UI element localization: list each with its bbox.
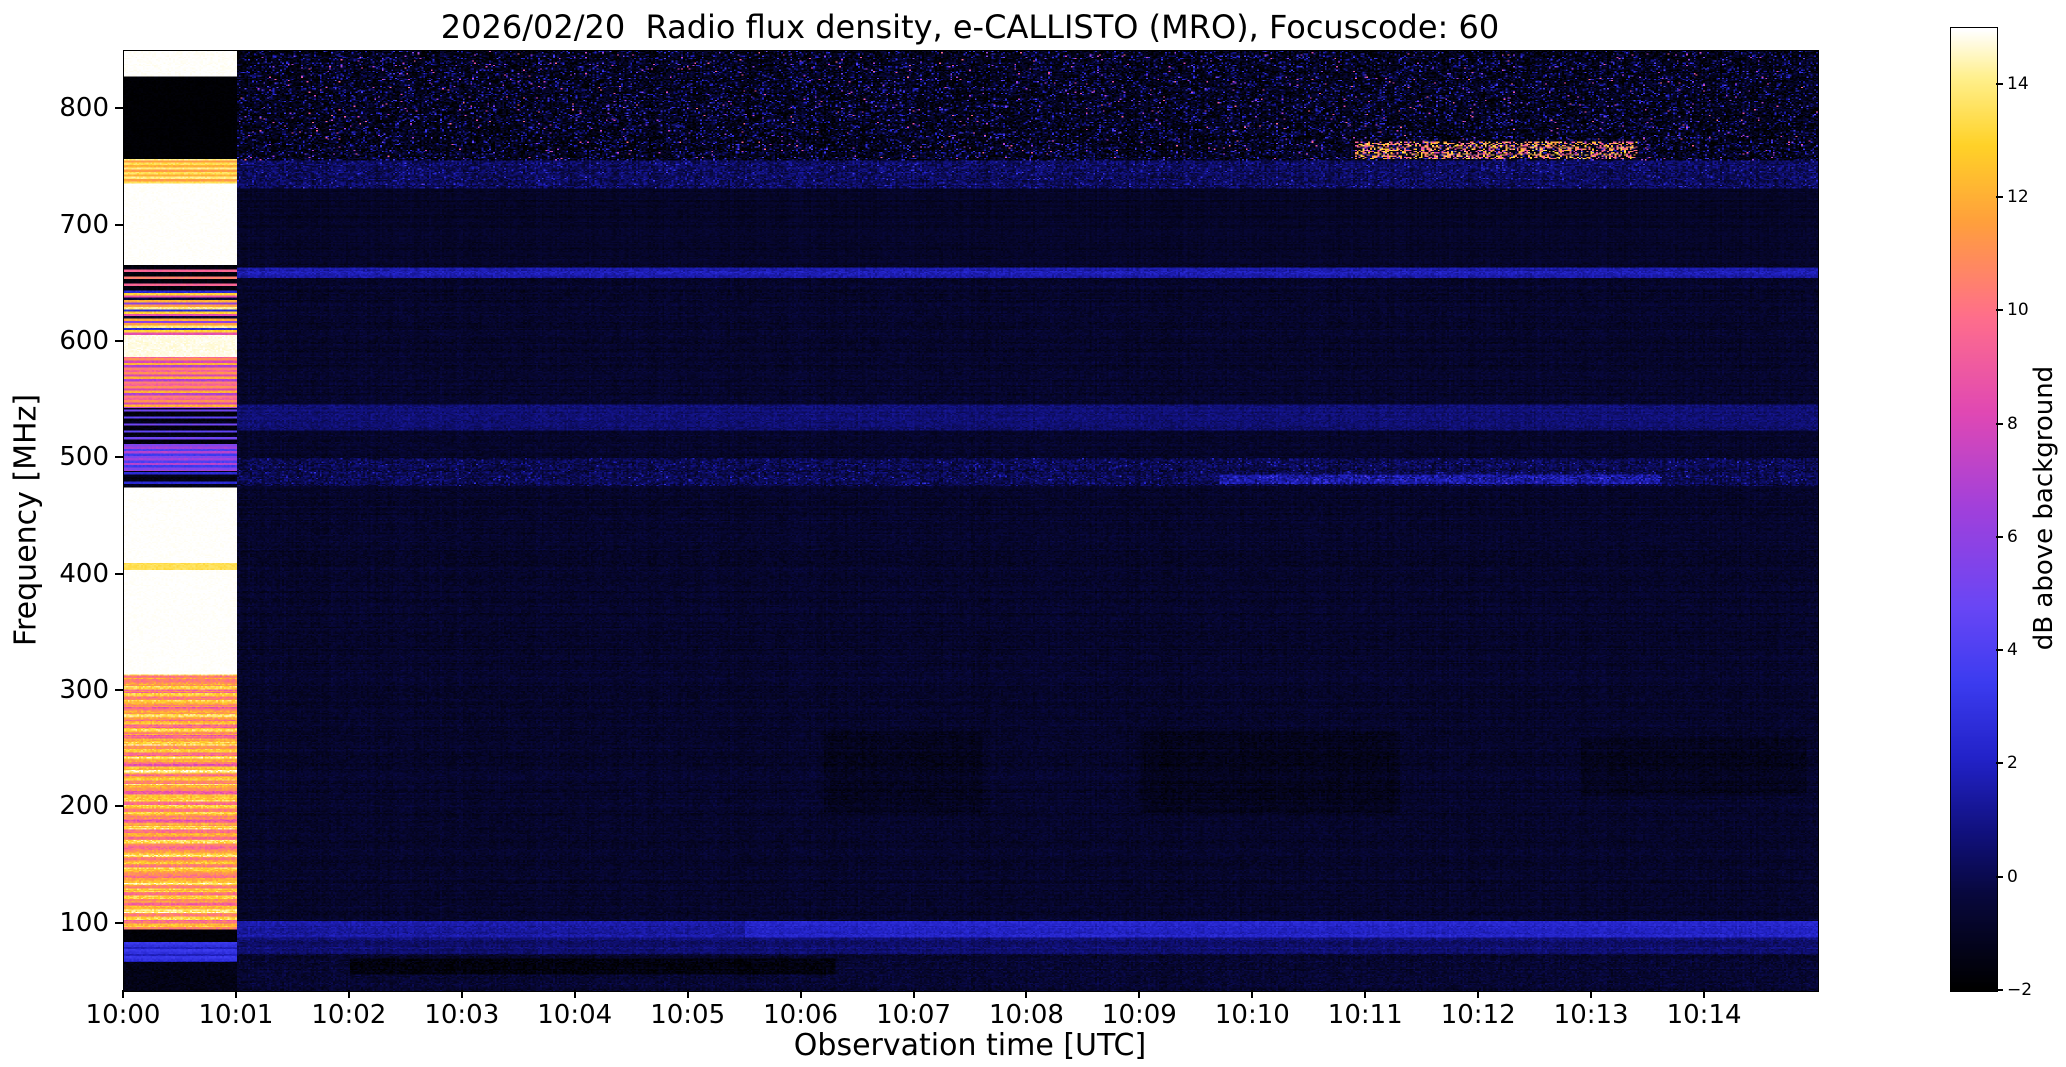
colorbar-tick-label: 0 bbox=[2007, 866, 2018, 887]
x-tick-label: 10:06 bbox=[763, 1000, 839, 1030]
x-tick-mark bbox=[912, 990, 915, 998]
x-tick-label: 10:05 bbox=[650, 1000, 726, 1030]
y-tick-mark bbox=[115, 339, 123, 342]
x-tick-mark bbox=[1703, 990, 1706, 998]
y-tick-label: 400 bbox=[59, 558, 109, 589]
x-tick-label: 10:12 bbox=[1440, 1000, 1516, 1030]
x-tick-mark bbox=[686, 990, 689, 998]
chart-title: 2026/02/20 Radio flux density, e-CALLIST… bbox=[440, 8, 1500, 46]
colorbar-tick-label: 10 bbox=[2007, 300, 2029, 321]
y-tick-mark bbox=[115, 223, 123, 226]
colorbar-tick-label: 2 bbox=[2007, 753, 2018, 774]
x-tick-mark bbox=[1590, 990, 1593, 998]
colorbar-tick-label: 8 bbox=[2007, 413, 2018, 434]
x-tick-mark bbox=[1364, 990, 1367, 998]
x-tick-mark bbox=[347, 990, 350, 998]
colorbar-tick-mark bbox=[1996, 82, 2003, 85]
colorbar-tick-mark bbox=[1996, 309, 2003, 312]
y-tick-mark bbox=[115, 456, 123, 459]
colorbar-tick-label: 6 bbox=[2007, 526, 2018, 547]
colorbar-canvas bbox=[1951, 28, 1997, 991]
x-tick-label: 10:14 bbox=[1666, 1000, 1742, 1030]
x-tick-label: 10:02 bbox=[311, 1000, 387, 1030]
x-tick-mark bbox=[122, 990, 124, 998]
y-tick-label: 800 bbox=[59, 93, 109, 124]
y-tick-label: 700 bbox=[59, 209, 109, 240]
x-tick-mark bbox=[460, 990, 463, 998]
x-tick-label: 10:01 bbox=[198, 1000, 274, 1030]
y-tick-mark bbox=[115, 921, 123, 924]
x-tick-label: 10:04 bbox=[537, 1000, 613, 1030]
colorbar-tick-mark bbox=[1996, 195, 2003, 198]
colorbar-tick-mark bbox=[1996, 535, 2003, 538]
x-tick-mark bbox=[1138, 990, 1141, 998]
y-tick-mark bbox=[115, 572, 123, 575]
x-tick-label: 10:11 bbox=[1327, 1000, 1403, 1030]
x-tick-mark bbox=[234, 990, 237, 998]
y-tick-label: 300 bbox=[59, 674, 109, 705]
y-tick-label: 100 bbox=[59, 907, 109, 938]
y-tick-mark bbox=[115, 107, 123, 110]
y-tick-label: 500 bbox=[59, 442, 109, 473]
plot-area bbox=[123, 50, 1819, 992]
x-tick-label: 10:08 bbox=[988, 1000, 1064, 1030]
y-tick-label: 600 bbox=[59, 325, 109, 356]
y-tick-mark bbox=[115, 805, 123, 808]
colorbar-tick-mark bbox=[1996, 422, 2003, 425]
x-tick-mark bbox=[573, 990, 576, 998]
colorbar-tick-mark bbox=[1996, 762, 2003, 765]
x-tick-label: 10:00 bbox=[85, 1000, 161, 1030]
colorbar-label: dB above background bbox=[2029, 365, 2059, 651]
x-tick-label: 10:13 bbox=[1553, 1000, 1629, 1030]
x-tick-label: 10:07 bbox=[876, 1000, 951, 1030]
y-axis-label: Frequency [MHz] bbox=[8, 393, 44, 647]
colorbar-tick-mark bbox=[1996, 649, 2003, 652]
x-tick-mark bbox=[1251, 990, 1254, 998]
colorbar-tick-label: 14 bbox=[2007, 73, 2029, 94]
colorbar-tick-label: −2 bbox=[2007, 980, 2033, 1000]
x-tick-mark bbox=[799, 990, 802, 998]
colorbar-tick-label: 12 bbox=[2007, 186, 2029, 207]
x-tick-label: 10:09 bbox=[1101, 1000, 1177, 1030]
x-axis-label: Observation time [UTC] bbox=[793, 1028, 1147, 1063]
x-tick-label: 10:10 bbox=[1214, 1000, 1290, 1030]
y-tick-mark bbox=[115, 688, 123, 691]
x-tick-mark bbox=[1477, 990, 1480, 998]
x-tick-mark bbox=[1025, 990, 1028, 998]
spectrogram-canvas bbox=[124, 51, 1818, 991]
x-tick-label: 10:03 bbox=[424, 1000, 500, 1030]
y-tick-label: 200 bbox=[59, 791, 109, 822]
colorbar-tick-mark bbox=[1996, 989, 2003, 991]
colorbar-tick-mark bbox=[1996, 875, 2003, 878]
colorbar-tick-label: 4 bbox=[2007, 640, 2018, 661]
colorbar bbox=[1950, 27, 1998, 992]
